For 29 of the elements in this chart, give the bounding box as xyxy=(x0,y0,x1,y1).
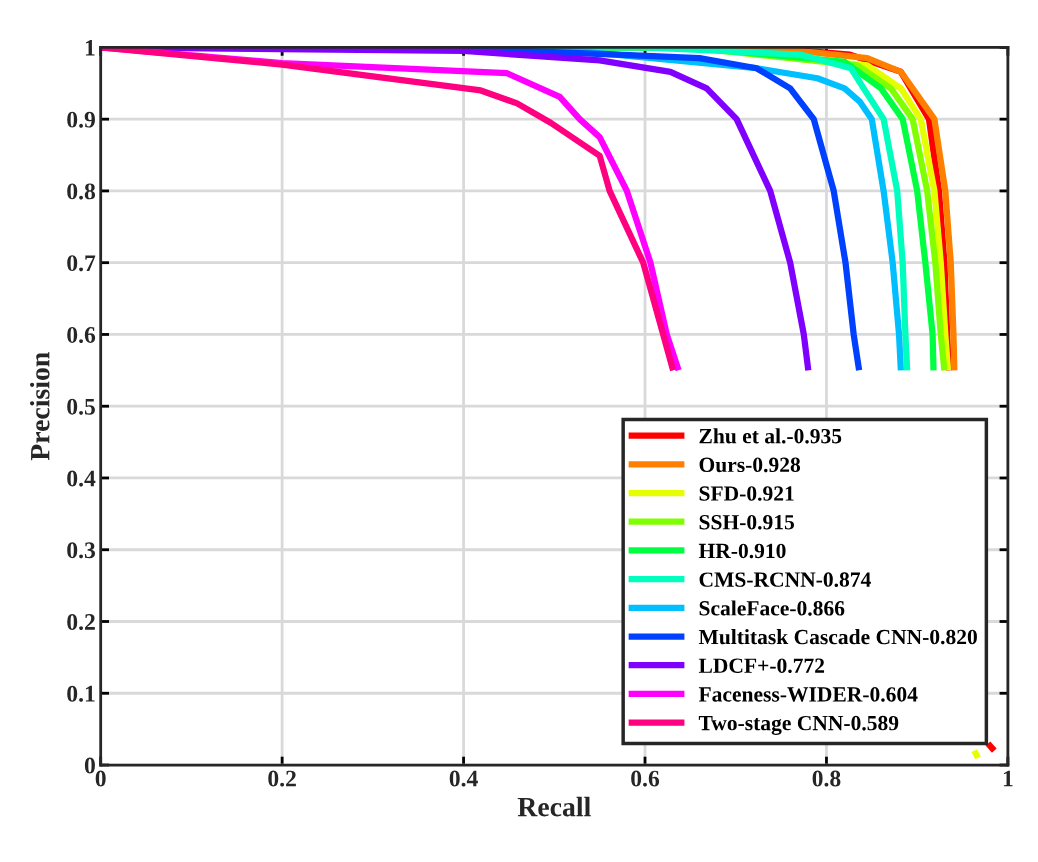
x-axis-title: Recall xyxy=(517,796,591,817)
y-axis-title: Precision xyxy=(30,352,50,461)
legend-label: HR-0.910 xyxy=(698,543,786,559)
y-tick-label: 0.2 xyxy=(67,613,95,631)
legend-label: Zhu et al.-0.935 xyxy=(699,428,842,444)
legend-label: CMS-RCNN-0.874 xyxy=(699,572,871,587)
x-tick-label: 1 xyxy=(1003,770,1013,787)
x-tick-label: 0.4 xyxy=(449,770,478,787)
y-tick-label: 0 xyxy=(84,757,95,774)
legend-label: Faceness-WIDER-0.604 xyxy=(698,687,918,702)
y-tick-label: 1 xyxy=(85,40,95,56)
y-tick-label: 0.4 xyxy=(67,470,96,487)
y-tick-label: 0.5 xyxy=(67,398,95,415)
y-tick-label: 0.1 xyxy=(67,685,95,702)
y-tick-label: 0.3 xyxy=(67,542,96,559)
y-tick-label: 0.9 xyxy=(67,111,95,128)
legend-label: Multitask Cascade CNN-0.820 xyxy=(698,629,977,645)
y-tick-label: 0.6 xyxy=(67,326,96,343)
legend-label: SSH-0.915 xyxy=(699,514,795,530)
x-tick-label: 0.6 xyxy=(631,770,660,787)
legend-label: Ours-0.928 xyxy=(699,457,801,473)
legend-label: Two-stage CNN-0.589 xyxy=(698,715,899,735)
legend-label: ScaleFace-0.866 xyxy=(699,600,845,616)
legend-label: SFD-0.921 xyxy=(699,486,794,501)
legend-label: LDCF+-0.772 xyxy=(698,658,825,674)
x-tick-label: 0.2 xyxy=(268,770,296,787)
x-tick-label: 0.8 xyxy=(812,770,841,787)
y-tick-label: 0.7 xyxy=(67,255,96,272)
y-tick-label: 0.8 xyxy=(67,183,96,200)
